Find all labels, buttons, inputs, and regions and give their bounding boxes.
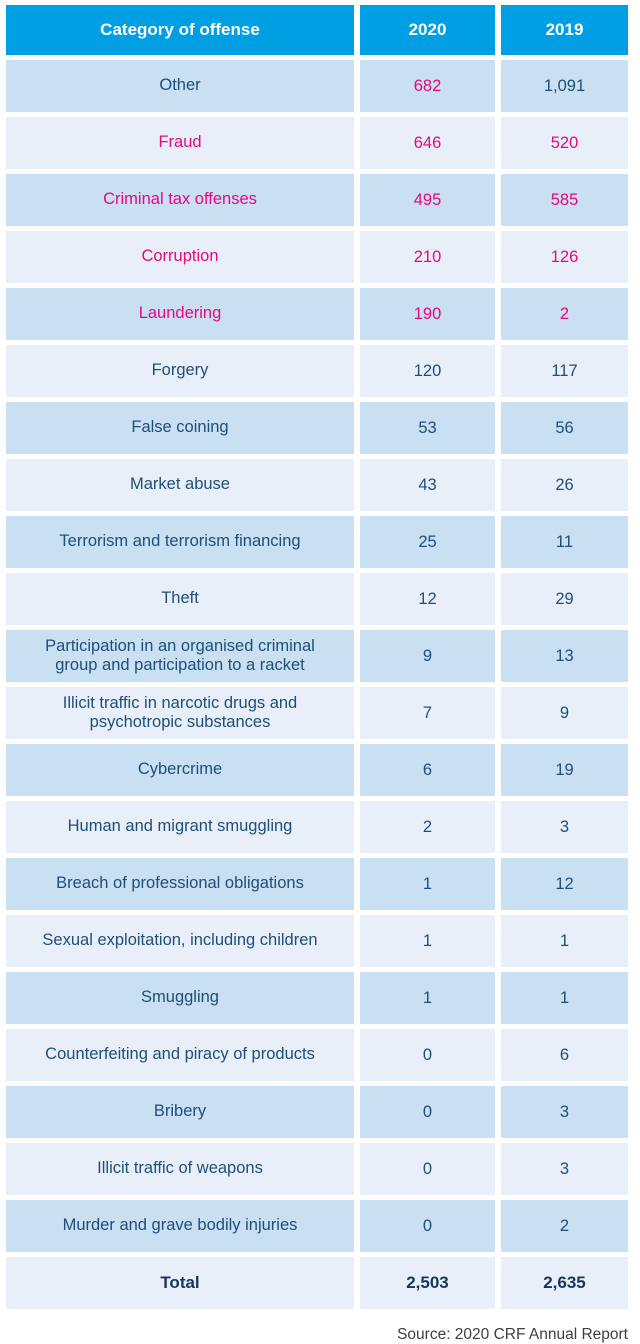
value-2019-cell: 12 xyxy=(501,858,628,910)
table-row: Participation in an organised criminal g… xyxy=(6,630,628,682)
category-cell: Fraud xyxy=(6,117,354,169)
value-2020-cell: 0 xyxy=(360,1200,495,1252)
category-cell: Forgery xyxy=(6,345,354,397)
value-2019-cell: 6 xyxy=(501,1029,628,1081)
value-2020-cell: 1 xyxy=(360,915,495,967)
source-note: Source: 2020 CRF Annual Report xyxy=(397,1326,628,1343)
category-cell: Criminal tax offenses xyxy=(6,174,354,226)
value-2019-cell: 585 xyxy=(501,174,628,226)
value-2019-cell: 19 xyxy=(501,744,628,796)
table-row: Smuggling 1 1 xyxy=(6,972,628,1024)
table-header: Category of offense 2020 2019 xyxy=(6,5,628,55)
value-2020-cell: 646 xyxy=(360,117,495,169)
category-cell: Breach of professional obligations xyxy=(6,858,354,910)
value-2020-cell: 2 xyxy=(360,801,495,853)
value-2020-cell: 6 xyxy=(360,744,495,796)
table-row: Market abuse 43 26 xyxy=(6,459,628,511)
table-row: Fraud 646 520 xyxy=(6,117,628,169)
value-2020-cell: 0 xyxy=(360,1029,495,1081)
value-2019-cell: 29 xyxy=(501,573,628,625)
value-2019-cell: 9 xyxy=(501,687,628,739)
value-2019-cell: 3 xyxy=(501,1143,628,1195)
category-cell: Counterfeiting and piracy of products xyxy=(6,1029,354,1081)
value-2019-cell: 2,635 xyxy=(501,1257,628,1309)
value-2020-cell: 2,503 xyxy=(360,1257,495,1309)
table-body: Other 682 1,091 Fraud 646 520 Criminal tax off… xyxy=(6,60,628,1309)
table-row: Laundering 190 2 xyxy=(6,288,628,340)
table-row: Corruption 210 126 xyxy=(6,231,628,283)
value-2019-cell: 126 xyxy=(501,231,628,283)
header-2019: 2019 xyxy=(501,5,628,55)
value-2019-cell: 1,091 xyxy=(501,60,628,112)
value-2019-cell: 2 xyxy=(501,288,628,340)
table-row: Human and migrant smuggling 2 3 xyxy=(6,801,628,853)
value-2020-cell: 1 xyxy=(360,972,495,1024)
value-2020-cell: 43 xyxy=(360,459,495,511)
category-cell: Total xyxy=(6,1257,354,1309)
value-2020-cell: 12 xyxy=(360,573,495,625)
category-cell: Bribery xyxy=(6,1086,354,1138)
table-row: Breach of professional obligations 1 12 xyxy=(6,858,628,910)
category-cell: Smuggling xyxy=(6,972,354,1024)
category-cell: Market abuse xyxy=(6,459,354,511)
table-row: Theft 12 29 xyxy=(6,573,628,625)
value-2019-cell: 117 xyxy=(501,345,628,397)
header-category-of-offense: Category of offense xyxy=(6,5,354,55)
value-2019-cell: 11 xyxy=(501,516,628,568)
table-row: Criminal tax offenses 495 585 xyxy=(6,174,628,226)
value-2020-cell: 0 xyxy=(360,1143,495,1195)
value-2020-cell: 190 xyxy=(360,288,495,340)
value-2020-cell: 120 xyxy=(360,345,495,397)
category-cell: Participation in an organised criminal g… xyxy=(6,630,354,682)
category-cell: Murder and grave bodily injuries xyxy=(6,1200,354,1252)
value-2019-cell: 3 xyxy=(501,1086,628,1138)
header-2020: 2020 xyxy=(360,5,495,55)
table-row: Terrorism and terrorism financing 25 11 xyxy=(6,516,628,568)
table-row: Forgery 120 117 xyxy=(6,345,628,397)
table-row: Illicit traffic in narcotic drugs and ps… xyxy=(6,687,628,739)
value-2020-cell: 1 xyxy=(360,858,495,910)
category-cell: Illicit traffic of weapons xyxy=(6,1143,354,1195)
category-cell: Cybercrime xyxy=(6,744,354,796)
header-row: Category of offense 2020 2019 xyxy=(6,5,628,55)
value-2020-cell: 25 xyxy=(360,516,495,568)
value-2020-cell: 0 xyxy=(360,1086,495,1138)
category-cell: Human and migrant smuggling xyxy=(6,801,354,853)
category-cell: Theft xyxy=(6,573,354,625)
table-row: Bribery 0 3 xyxy=(6,1086,628,1138)
value-2019-cell: 2 xyxy=(501,1200,628,1252)
value-2019-cell: 26 xyxy=(501,459,628,511)
category-cell: False coining xyxy=(6,402,354,454)
table-row: False coining 53 56 xyxy=(6,402,628,454)
table-row: Sexual exploitation, including children 1… xyxy=(6,915,628,967)
category-cell: Terrorism and terrorism financing xyxy=(6,516,354,568)
value-2019-cell: 520 xyxy=(501,117,628,169)
category-cell: Illicit traffic in narcotic drugs and ps… xyxy=(6,687,354,739)
value-2020-cell: 682 xyxy=(360,60,495,112)
value-2020-cell: 7 xyxy=(360,687,495,739)
category-cell: Sexual exploitation, including children xyxy=(6,915,354,967)
table-row: Cybercrime 6 19 xyxy=(6,744,628,796)
value-2019-cell: 56 xyxy=(501,402,628,454)
value-2019-cell: 3 xyxy=(501,801,628,853)
value-2020-cell: 53 xyxy=(360,402,495,454)
value-2020-cell: 495 xyxy=(360,174,495,226)
offense-table: Category of offense 2020 2019 Other 682 1,… xyxy=(6,5,628,1309)
table-row: Other 682 1,091 xyxy=(6,60,628,112)
value-2020-cell: 210 xyxy=(360,231,495,283)
value-2019-cell: 13 xyxy=(501,630,628,682)
value-2019-cell: 1 xyxy=(501,915,628,967)
category-cell: Corruption xyxy=(6,231,354,283)
category-cell: Other xyxy=(6,60,354,112)
value-2020-cell: 9 xyxy=(360,630,495,682)
table-row: Murder and grave bodily injuries 0 2 xyxy=(6,1200,628,1252)
table-row: Counterfeiting and piracy of products 0 6 xyxy=(6,1029,628,1081)
value-2019-cell: 1 xyxy=(501,972,628,1024)
category-cell: Laundering xyxy=(6,288,354,340)
table-row: Illicit traffic of weapons 0 3 xyxy=(6,1143,628,1195)
total-row: Total 2,503 2,635 xyxy=(6,1257,628,1309)
